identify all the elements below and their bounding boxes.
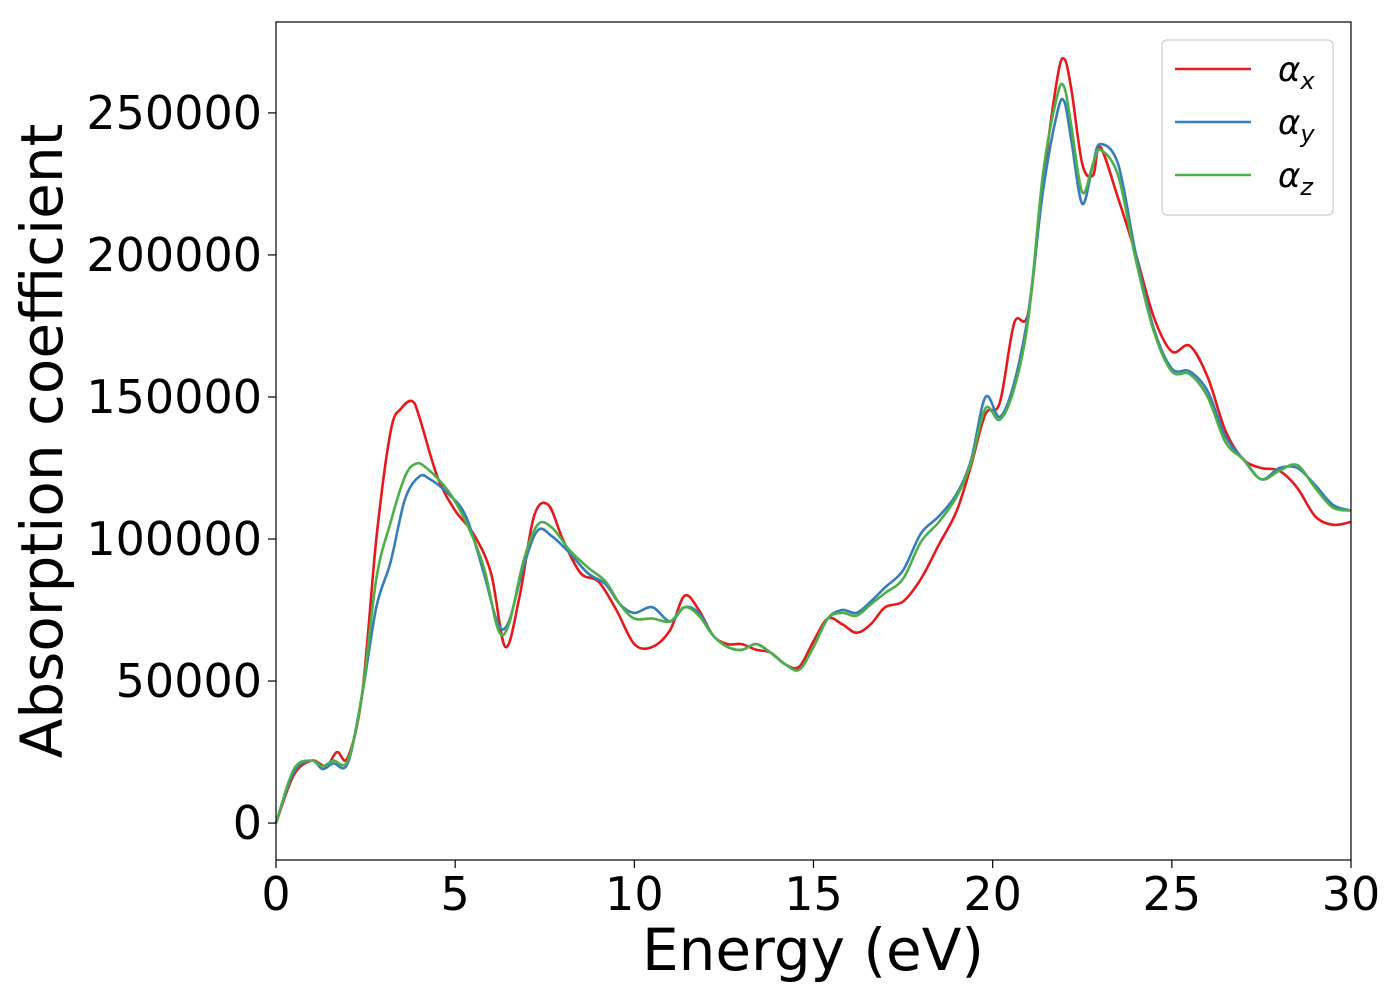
- y-tick-label: 100000: [86, 512, 262, 566]
- x-tick-label: 15: [784, 867, 843, 921]
- x-tick-label: 25: [1143, 867, 1202, 921]
- x-tick-label: 5: [441, 867, 470, 921]
- legend: αx αy αz: [1161, 39, 1334, 216]
- legend-label-x: αx: [1278, 50, 1315, 95]
- y-axis-title: Absorption coefficient: [8, 124, 76, 759]
- y-tick-label: 50000: [116, 654, 262, 708]
- y-tick-label: 0: [233, 796, 262, 850]
- series-line-z: [274, 82, 1352, 824]
- x-axis-ticks: 0 5 10 15 20 25 30: [261, 860, 1380, 921]
- y-tick-label: 250000: [86, 86, 262, 140]
- y-tick-label: 150000: [86, 370, 262, 424]
- legend-label-y: αy: [1278, 103, 1315, 148]
- legend-box: [1161, 39, 1334, 216]
- x-tick-label: 20: [963, 867, 1022, 921]
- y-axis-ticks: 0 50000 100000 150000 200000 250000: [86, 86, 276, 850]
- series-lines: [274, 56, 1352, 824]
- y-tick-label: 200000: [86, 228, 262, 282]
- x-axis-title: Energy (eV): [642, 916, 984, 984]
- x-tick-label: 10: [605, 867, 664, 921]
- legend-label-z: αz: [1278, 156, 1314, 201]
- x-tick-label: 30: [1322, 867, 1381, 921]
- x-tick-label: 0: [261, 867, 290, 921]
